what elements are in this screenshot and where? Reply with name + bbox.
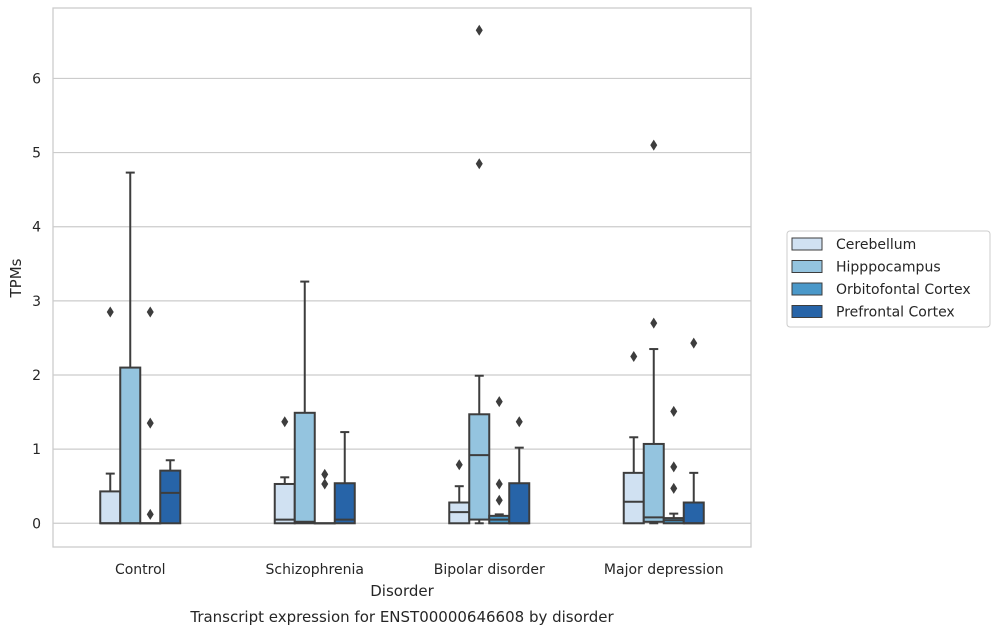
y-tick-label: 4 (32, 220, 41, 236)
x-tick-label: Major depression (604, 562, 724, 578)
outlier-point (146, 508, 154, 520)
box (159, 459, 182, 525)
box-body (622, 471, 645, 525)
outlier-point (321, 468, 329, 480)
y-tick-label: 3 (32, 294, 41, 310)
category-group (448, 24, 531, 525)
outlier-point (670, 461, 678, 473)
box (293, 280, 316, 525)
box (622, 350, 645, 525)
box (448, 459, 471, 525)
outlier-point (106, 306, 114, 318)
box (508, 416, 531, 525)
box-body (508, 482, 531, 525)
legend-swatch (791, 305, 823, 318)
box-body (159, 469, 182, 525)
box (99, 306, 122, 525)
box (119, 171, 142, 525)
category-group (622, 139, 705, 525)
chart-caption: Transcript expression for ENST0000064660… (189, 608, 614, 626)
legend-label: Orbitofontal Cortex (836, 282, 971, 298)
outlier-point (281, 416, 289, 428)
legend-label: Prefrontal Cortex (836, 305, 955, 321)
legend-label: Hipppocampus (836, 260, 941, 276)
outlier-point (630, 350, 638, 362)
box-body (99, 490, 122, 525)
x-tick-label: Schizophrenia (266, 562, 364, 578)
box-groups (99, 24, 705, 525)
box-body (293, 411, 316, 525)
outlier-point (475, 158, 483, 170)
box (682, 337, 705, 525)
category-group (273, 280, 356, 525)
y-tick-label: 2 (32, 368, 41, 384)
y-axis-title: TPMs (7, 258, 25, 298)
x-axis-ticks: Control Schizophrenia Bipolar disorder Majo… (115, 562, 724, 578)
outlier-point (321, 478, 329, 490)
legend-swatch (791, 260, 823, 273)
box-body (333, 482, 356, 525)
outlier-point (146, 306, 154, 318)
outlier-point (495, 396, 503, 408)
legend-swatch (791, 237, 823, 251)
outlier-point (475, 24, 483, 36)
box-body (682, 501, 705, 525)
legend: Cerebellum Hipppocampus Orbitofontal Corte… (786, 230, 991, 328)
outlier-point (515, 416, 523, 428)
legend-label: Cerebellum (836, 237, 916, 253)
box (313, 468, 336, 525)
outlier-point (455, 459, 463, 471)
box-body (642, 442, 665, 523)
box-body (119, 366, 142, 525)
outlier-point (146, 417, 154, 429)
x-axis-title: Disorder (370, 582, 434, 600)
box (333, 431, 356, 525)
box (468, 24, 491, 525)
category-group (99, 171, 182, 525)
outlier-point (690, 337, 698, 349)
y-axis-ticks: 0 1 2 3 4 5 6 (32, 71, 41, 532)
box (642, 139, 665, 525)
x-tick-label: Bipolar disorder (434, 562, 545, 578)
outlier-point (650, 317, 658, 329)
outlier-point (495, 494, 503, 506)
box (662, 405, 685, 525)
box-body (468, 413, 491, 521)
x-tick-label: Control (115, 562, 166, 578)
outlier-point (670, 482, 678, 494)
y-tick-label: 6 (32, 71, 41, 87)
plot-frame (52, 7, 752, 548)
legend-frame (786, 230, 991, 328)
outlier-point (495, 478, 503, 490)
legend-swatch (791, 282, 823, 296)
outlier-point (670, 405, 678, 417)
outlier-point (650, 139, 658, 151)
y-tick-label: 1 (32, 442, 41, 458)
y-tick-label: 0 (32, 516, 41, 532)
box-body (273, 482, 296, 525)
y-tick-label: 5 (32, 146, 41, 162)
